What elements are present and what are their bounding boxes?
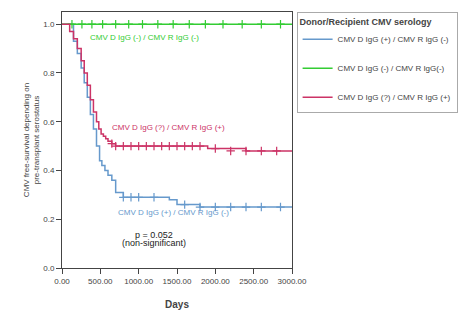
- svg-text:1000.00: 1000.00: [124, 277, 153, 286]
- svg-text:0.8: 0.8: [43, 69, 55, 78]
- svg-text:3000.00: 3000.00: [278, 277, 307, 286]
- svg-text:500.00: 500.00: [88, 277, 113, 286]
- svg-text:0.00: 0.00: [54, 277, 70, 286]
- svg-text:p = 0.052: p = 0.052: [135, 230, 173, 240]
- svg-text:0.0: 0.0: [43, 264, 55, 273]
- svg-text:1500.00: 1500.00: [163, 277, 192, 286]
- svg-text:Donor/Recipient CMV serology: Donor/Recipient CMV serology: [300, 17, 432, 27]
- svg-text:0.6: 0.6: [43, 118, 55, 127]
- svg-text:0.2: 0.2: [43, 215, 55, 224]
- svg-text:2500.00: 2500.00: [239, 277, 268, 286]
- svg-text:CMV D IgG (?) / CMV R IgG (+): CMV D IgG (?) / CMV R IgG (+): [112, 123, 225, 132]
- svg-text:CMV D IgG (+) / CMV R IgG (-): CMV D IgG (+) / CMV R IgG (-): [338, 35, 449, 44]
- svg-text:CMV D IgG (+) / CMV R IgG (-): CMV D IgG (+) / CMV R IgG (-): [118, 208, 229, 217]
- svg-text:Days: Days: [165, 299, 189, 310]
- svg-text:(non-significant): (non-significant): [122, 238, 186, 248]
- svg-text:CMV D IgG (-) / CMV R IgG(-): CMV D IgG (-) / CMV R IgG(-): [338, 64, 445, 73]
- svg-text:0.4: 0.4: [43, 166, 55, 175]
- svg-text:1.0: 1.0: [43, 20, 55, 29]
- svg-text:2000.00: 2000.00: [201, 277, 230, 286]
- svg-text:CMV free-survival depending on: CMV free-survival depending onpre-transp…: [22, 83, 41, 197]
- svg-text:CMV D IgG (?) / CMV R IgG (+): CMV D IgG (?) / CMV R IgG (+): [338, 93, 451, 102]
- svg-text:CMV D IgG (-) / CMV R IgG (-): CMV D IgG (-) / CMV R IgG (-): [90, 33, 199, 42]
